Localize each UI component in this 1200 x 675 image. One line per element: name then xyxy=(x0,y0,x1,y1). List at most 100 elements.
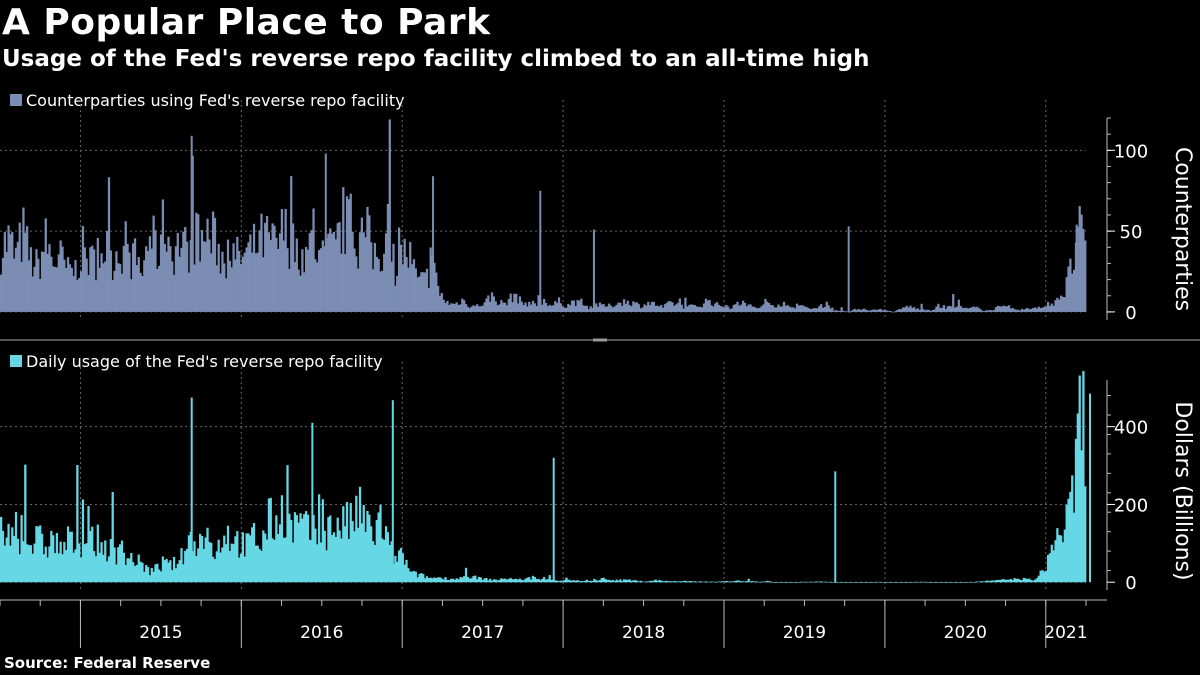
bar-counterparties xyxy=(1035,308,1039,312)
bar-counterparties xyxy=(511,302,514,312)
bar-counterparties xyxy=(92,249,96,312)
bar-usage xyxy=(1071,475,1074,583)
bar-usage xyxy=(680,581,683,583)
bar-counterparties xyxy=(247,242,250,312)
bar-counterparties xyxy=(689,304,693,312)
bar-counterparties xyxy=(98,267,101,312)
bar-usage xyxy=(662,581,665,583)
bar-usage xyxy=(265,539,269,583)
bar-counterparties xyxy=(706,300,709,312)
bar-usage xyxy=(758,581,761,583)
bar-usage xyxy=(637,581,641,583)
bar-counterparties xyxy=(825,301,828,312)
bar-usage xyxy=(522,580,525,583)
bar-counterparties xyxy=(59,240,62,312)
bar-counterparties xyxy=(667,301,670,312)
bar-counterparties xyxy=(26,226,29,312)
y-tick-label: 50 xyxy=(1120,222,1143,243)
bar-usage xyxy=(649,580,652,583)
bar-counterparties xyxy=(143,260,146,312)
bar-counterparties xyxy=(701,307,704,312)
bar-usage xyxy=(541,578,544,583)
bar-usage xyxy=(262,530,265,583)
bar-counterparties xyxy=(587,309,590,312)
bar-usage xyxy=(747,578,750,583)
bar-counterparties xyxy=(710,305,713,312)
bar-usage xyxy=(336,517,339,583)
bar-usage xyxy=(502,578,505,583)
bar-usage xyxy=(993,580,996,583)
bar-usage xyxy=(756,581,760,583)
bar-counterparties xyxy=(422,272,425,312)
bar-usage xyxy=(898,582,901,583)
bar-counterparties xyxy=(760,306,763,312)
bar-usage xyxy=(598,580,602,583)
bar-counterparties xyxy=(485,298,488,312)
bar-usage xyxy=(714,581,717,583)
bar-usage xyxy=(926,582,929,583)
bar-counterparties xyxy=(777,304,780,312)
bar-usage xyxy=(983,581,986,583)
bar-counterparties xyxy=(87,274,90,312)
bar-usage xyxy=(37,526,40,583)
bar-usage xyxy=(286,465,289,583)
bar-usage xyxy=(397,550,401,583)
bar-usage xyxy=(1056,528,1059,583)
y-tick-label: 0 xyxy=(1125,303,1136,324)
bar-usage xyxy=(485,578,488,583)
bar-usage xyxy=(671,581,674,583)
bar-usage xyxy=(234,536,237,583)
bar-usage xyxy=(678,581,682,583)
bar-counterparties xyxy=(204,241,207,312)
bar-usage xyxy=(738,580,741,583)
bar-counterparties xyxy=(747,304,750,312)
bars-usage xyxy=(0,370,1091,583)
bar-usage xyxy=(457,579,460,583)
bar-usage xyxy=(630,580,633,583)
bar-counterparties xyxy=(412,259,416,312)
bar-usage xyxy=(29,545,33,583)
bar-usage xyxy=(368,514,371,583)
bar-usage xyxy=(916,581,920,583)
bar-counterparties xyxy=(693,304,696,312)
bar-counterparties xyxy=(223,263,226,312)
bar-usage xyxy=(978,581,981,583)
bar-usage xyxy=(1019,579,1022,583)
bar-usage xyxy=(719,581,722,583)
bar-counterparties xyxy=(249,234,252,312)
bar-usage xyxy=(422,574,425,583)
bar-usage xyxy=(22,541,25,583)
bar-counterparties xyxy=(624,303,628,312)
bar-counterparties xyxy=(741,300,745,312)
bar-usage xyxy=(972,581,975,583)
bar-counterparties xyxy=(879,308,882,312)
bar-usage xyxy=(812,581,815,583)
bar-usage xyxy=(396,561,399,583)
bar-counterparties xyxy=(295,238,298,312)
bar-counterparties xyxy=(524,302,527,312)
bar-usage xyxy=(444,577,447,583)
bar-usage xyxy=(989,580,992,583)
bar-counterparties xyxy=(135,265,139,312)
bar-counterparties xyxy=(1030,308,1033,312)
bar-usage xyxy=(83,544,86,583)
bar-usage xyxy=(184,550,187,583)
bar-counterparties xyxy=(109,250,112,312)
bar-usage xyxy=(595,580,598,583)
bar-counterparties xyxy=(396,275,399,312)
bar-counterparties xyxy=(52,266,55,312)
bar-counterparties xyxy=(942,305,946,312)
bar-counterparties xyxy=(79,271,83,312)
bar-counterparties xyxy=(810,308,814,312)
bar-usage xyxy=(846,582,849,583)
bar-usage xyxy=(57,553,60,583)
bar-usage xyxy=(442,579,445,583)
bar-usage xyxy=(463,576,466,583)
bar-usage xyxy=(251,527,254,583)
bar-usage xyxy=(686,581,689,583)
bar-counterparties xyxy=(1000,306,1003,312)
bar-usage xyxy=(725,581,728,583)
bar-usage xyxy=(1080,450,1083,583)
bar-counterparties xyxy=(254,253,258,312)
bar-counterparties xyxy=(258,230,261,312)
